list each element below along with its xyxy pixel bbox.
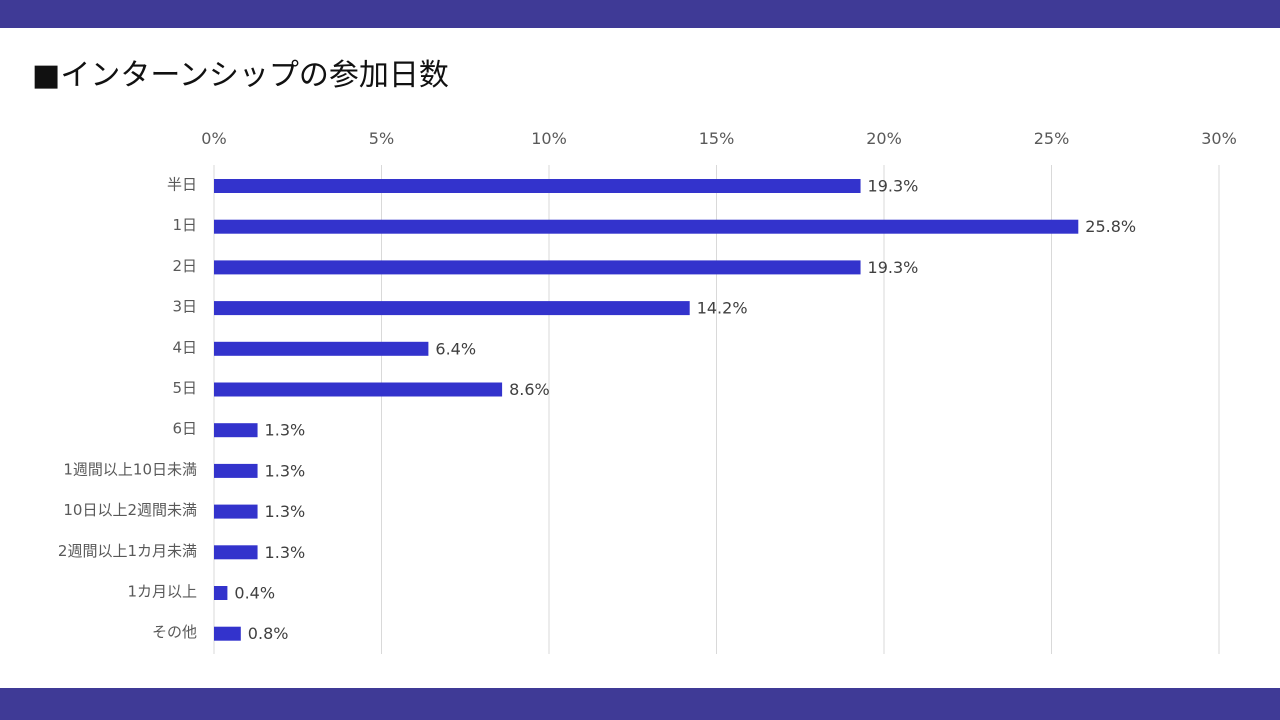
bar (214, 586, 228, 600)
data-label: 1.3% (265, 502, 306, 521)
category-labels: 半日 1日 2日 3日 4日 5日 6日 1週間以上10日未満 10日以上2週間未満 2週間以上1… (58, 176, 197, 642)
data-label: 0.8% (248, 624, 289, 643)
category-label: 3日 (172, 298, 197, 316)
data-label: 0.4% (234, 584, 275, 603)
top-band (0, 0, 1280, 28)
data-label: 8.6% (509, 380, 550, 399)
x-tick-label: 15% (699, 129, 735, 148)
data-label: 14.2% (697, 299, 748, 318)
x-tick-label: 25% (1034, 129, 1070, 148)
category-label: 1カ月以上 (127, 583, 197, 601)
bar (214, 626, 241, 641)
data-label: 6.4% (435, 339, 476, 358)
bar (214, 423, 258, 438)
data-label: 1.3% (265, 421, 306, 440)
bar (214, 301, 690, 316)
category-label: 1日 (172, 216, 197, 234)
bar (214, 179, 861, 193)
x-tick-label: 20% (866, 129, 902, 148)
data-label: 25.8% (1085, 217, 1136, 236)
data-label: 19.3% (868, 258, 919, 277)
x-tick-label: 10% (531, 129, 567, 148)
bar (214, 341, 429, 356)
bars (214, 179, 1079, 641)
category-label: 半日 (167, 176, 197, 194)
bar (214, 545, 258, 560)
category-label: 1週間以上10日未満 (63, 460, 197, 478)
bar (214, 219, 1079, 234)
category-label: 6日 (172, 420, 197, 438)
gridlines (213, 165, 1220, 654)
category-label: 4日 (172, 338, 197, 356)
x-tick-label: 30% (1201, 129, 1237, 148)
bottom-band (0, 688, 1280, 720)
data-label: 19.3% (868, 177, 919, 196)
x-tick-label: 0% (201, 129, 226, 148)
bar (214, 260, 861, 275)
category-label: その他 (152, 623, 197, 641)
slide-title: ■インターンシップの参加日数 (32, 58, 449, 93)
data-labels: 19.3% 25.8% 19.3% 14.2% 6.4% 8.6% 1.3% 1.3% 1.3%… (234, 177, 1136, 644)
category-label: 2日 (172, 257, 197, 275)
category-label: 2週間以上1カ月未満 (58, 542, 197, 560)
x-tick-label: 5% (369, 129, 394, 148)
category-label: 5日 (172, 379, 197, 397)
x-axis-ticks: 0% 5% 10% 15% 20% 25% 30% (201, 129, 1236, 148)
bar (214, 463, 258, 478)
data-label: 1.3% (265, 543, 306, 562)
bar (214, 504, 258, 519)
bar (214, 382, 503, 397)
category-label: 10日以上2週間未満 (63, 501, 197, 519)
data-label: 1.3% (265, 461, 306, 480)
